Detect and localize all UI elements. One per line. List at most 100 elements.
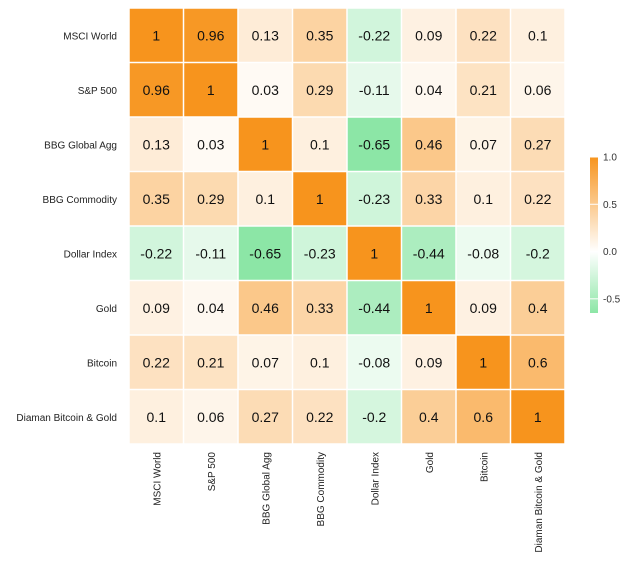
cell-value-label: 0.09 xyxy=(415,354,442,370)
row-label: Diaman Bitcoin & Gold xyxy=(16,413,117,424)
heatmap-cell xyxy=(347,226,401,280)
cell-value-label: 0.1 xyxy=(256,191,276,207)
cell-value-label: 0.1 xyxy=(310,354,330,370)
column-labels: MSCI World S&P 500 BBG Global Agg BBG Commo… xyxy=(152,452,545,553)
cell-value-label: -0.08 xyxy=(467,245,499,261)
legend-tick-label: 0.0 xyxy=(603,247,617,258)
cell-value-label: -0.23 xyxy=(358,191,390,207)
cell-value-label: 1 xyxy=(479,354,487,370)
heatmap-cell xyxy=(456,172,510,226)
row-label: S&P 500 xyxy=(78,86,118,97)
cell-value-label: 1 xyxy=(261,136,269,152)
cell-value-label: -0.44 xyxy=(358,300,390,316)
column-label: S&P 500 xyxy=(207,452,218,492)
cell-value-label: 0.96 xyxy=(197,27,224,43)
legend-tick-label: 0.5 xyxy=(603,200,617,211)
cell-value-label: 0.29 xyxy=(306,82,333,98)
column-label: BBG Commodity xyxy=(316,452,327,526)
cell-value-label: -0.65 xyxy=(358,136,390,152)
cell-value-label: 0.09 xyxy=(415,27,442,43)
heatmap-cell xyxy=(129,390,183,444)
heatmap-cell xyxy=(129,226,183,280)
cell-value-label: 0.1 xyxy=(310,136,330,152)
cell-value-label: -0.08 xyxy=(358,354,390,370)
row-label: Gold xyxy=(96,304,117,315)
legend-colorbar xyxy=(590,157,598,313)
cell-value-label: 1 xyxy=(207,82,215,98)
column-label: Dollar Index xyxy=(370,452,381,505)
heatmap-cell xyxy=(347,172,401,226)
heatmap-cell xyxy=(293,281,347,335)
row-label: BBG Global Agg xyxy=(44,140,117,151)
heatmap-cell xyxy=(129,335,183,389)
heatmap-cell xyxy=(511,226,565,280)
heatmap-cell xyxy=(456,390,510,444)
cell-value-label: -0.2 xyxy=(526,245,550,261)
row-label: BBG Commodity xyxy=(43,195,117,206)
heatmap-cell xyxy=(129,117,183,171)
cell-value-label: 0.33 xyxy=(415,191,442,207)
cell-value-label: 0.6 xyxy=(528,354,548,370)
row-label: MSCI World xyxy=(63,31,117,42)
cell-value-label: 0.1 xyxy=(474,191,494,207)
heatmap-cell xyxy=(402,172,456,226)
cell-value-label: 0.1 xyxy=(528,27,548,43)
heatmap-cells: 1 0.96 0.13 0.35 -0.22 0.09 0.22 0.1 0.96 1 0.03 0.… xyxy=(129,8,565,444)
cell-value-label: 1 xyxy=(534,409,542,425)
cell-value-label: 0.33 xyxy=(306,300,333,316)
heatmap-cell xyxy=(347,8,401,62)
cell-value-label: 0.4 xyxy=(419,409,439,425)
cell-value-label: 0.09 xyxy=(470,300,497,316)
heatmap-cell xyxy=(238,281,292,335)
heatmap-cell xyxy=(347,117,401,171)
heatmap-cell xyxy=(293,172,347,226)
row-labels: MSCI World S&P 500 BBG Global Agg BBG Commo… xyxy=(16,31,117,424)
cell-value-label: 0.29 xyxy=(197,191,224,207)
heatmap-cell xyxy=(402,8,456,62)
heatmap-cell xyxy=(456,281,510,335)
cell-value-label: 0.03 xyxy=(252,82,279,98)
heatmap-cell xyxy=(293,335,347,389)
column-label: Diaman Bitcoin & Gold xyxy=(534,452,545,553)
cell-value-label: 0.13 xyxy=(143,136,170,152)
heatmap-cell xyxy=(402,335,456,389)
legend-ticks: 1.0 0.5 0.0 -0.5 xyxy=(590,153,621,305)
heatmap-cell xyxy=(184,226,238,280)
cell-value-label: -0.22 xyxy=(358,27,390,43)
heatmap-cell xyxy=(402,63,456,117)
cell-value-label: 0.07 xyxy=(252,354,279,370)
cell-value-label: 1 xyxy=(152,27,160,43)
cell-value-label: 0.46 xyxy=(415,136,442,152)
cell-value-label: 0.22 xyxy=(524,191,551,207)
heatmap-cell xyxy=(238,8,292,62)
cell-value-label: 0.03 xyxy=(197,136,224,152)
cell-value-label: 0.22 xyxy=(143,354,170,370)
cell-value-label: -0.22 xyxy=(140,245,172,261)
column-label: BBG Global Agg xyxy=(261,452,272,525)
heatmap-cell xyxy=(184,390,238,444)
cell-value-label: 0.07 xyxy=(470,136,497,152)
heatmap-cell xyxy=(402,117,456,171)
heatmap-cell xyxy=(184,117,238,171)
heatmap-cell xyxy=(293,390,347,444)
heatmap-cell xyxy=(511,63,565,117)
heatmap-cell xyxy=(238,226,292,280)
heatmap-cell xyxy=(129,8,183,62)
heatmap-cell xyxy=(511,335,565,389)
column-label: Bitcoin xyxy=(479,452,490,482)
heatmap-cell xyxy=(129,172,183,226)
heatmap-cell xyxy=(293,8,347,62)
cell-value-label: 0.6 xyxy=(474,409,494,425)
cell-value-label: 0.06 xyxy=(197,409,224,425)
row-label: Bitcoin xyxy=(87,358,117,369)
heatmap-cell xyxy=(456,8,510,62)
heatmap-cell xyxy=(456,117,510,171)
color-legend: 1.0 0.5 0.0 -0.5 xyxy=(590,153,621,313)
cell-value-label: -0.23 xyxy=(304,245,336,261)
heatmap-cell xyxy=(238,390,292,444)
cell-value-label: 0.35 xyxy=(143,191,170,207)
heatmap-cell xyxy=(184,63,238,117)
cell-value-label: -0.44 xyxy=(413,245,445,261)
cell-value-label: 0.13 xyxy=(252,27,279,43)
